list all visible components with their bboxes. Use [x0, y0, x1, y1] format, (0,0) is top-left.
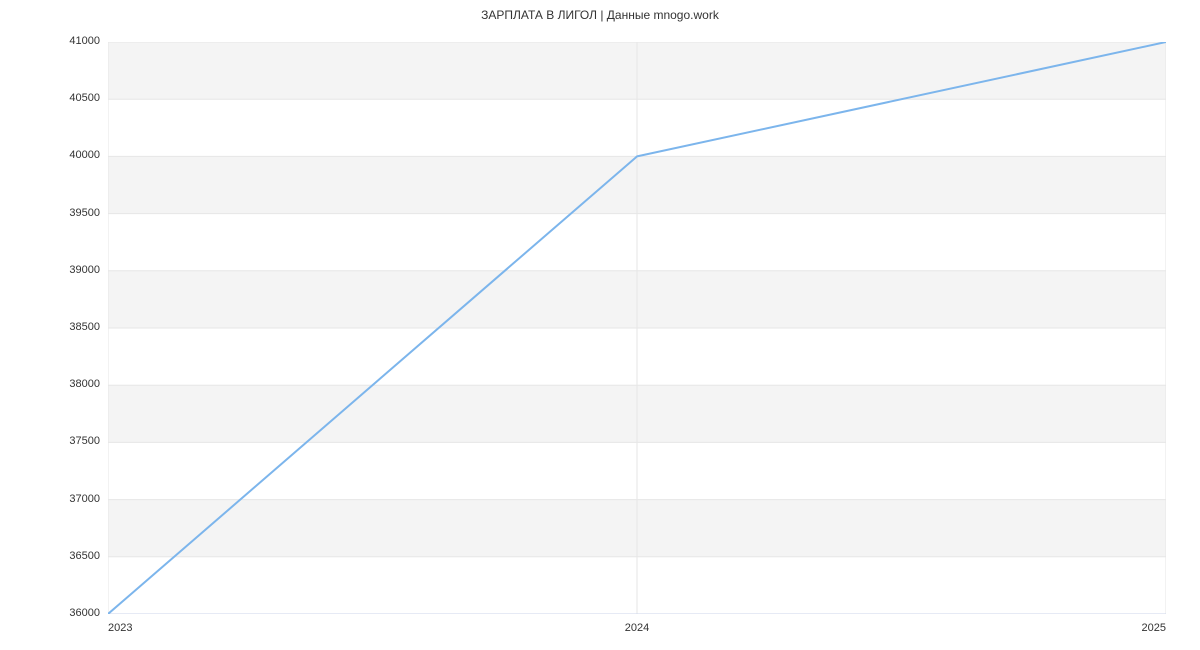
y-tick-label: 38000	[50, 378, 100, 390]
y-tick-label: 40000	[50, 149, 100, 161]
chart-title: ЗАРПЛАТА В ЛИГОЛ | Данные mnogo.work	[0, 8, 1200, 22]
chart-container: ЗАРПЛАТА В ЛИГОЛ | Данные mnogo.work 360…	[0, 0, 1200, 650]
x-tick-label: 2023	[108, 622, 168, 634]
y-tick-label: 41000	[50, 35, 100, 47]
y-tick-label: 39500	[50, 207, 100, 219]
y-tick-label: 37500	[50, 435, 100, 447]
y-tick-label: 40500	[50, 92, 100, 104]
y-tick-label: 38500	[50, 321, 100, 333]
x-tick-label: 2024	[607, 622, 667, 634]
plot-area	[108, 42, 1166, 614]
x-tick-label: 2025	[1106, 622, 1166, 634]
y-tick-label: 36500	[50, 550, 100, 562]
y-tick-label: 37000	[50, 493, 100, 505]
y-tick-label: 36000	[50, 607, 100, 619]
y-tick-label: 39000	[50, 264, 100, 276]
chart-svg	[108, 42, 1166, 614]
